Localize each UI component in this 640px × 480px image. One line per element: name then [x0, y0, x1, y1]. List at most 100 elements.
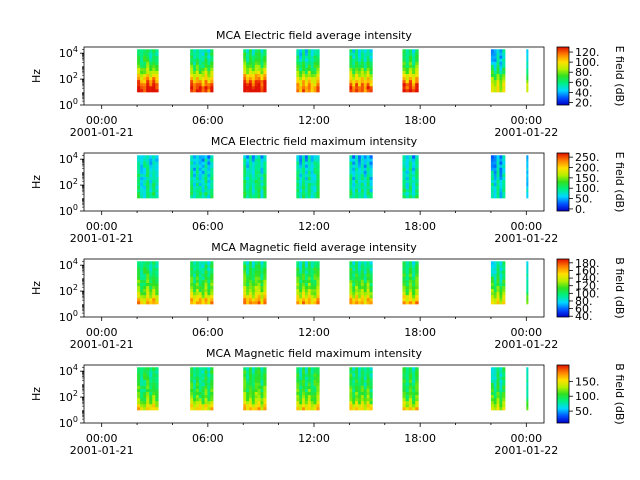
spectrogram-cell	[193, 182, 197, 187]
spectrogram-cell	[263, 270, 267, 274]
spectrogram-cell	[243, 300, 247, 305]
spectrogram-cell	[251, 264, 256, 268]
spectrogram-cell	[152, 82, 156, 87]
spectrogram-cell	[195, 382, 200, 386]
spectrogram-cell	[243, 270, 247, 274]
spectrogram-cell	[254, 88, 258, 93]
spectrogram-cell	[490, 297, 495, 302]
spectrogram-cell	[304, 194, 309, 199]
spectrogram-cell	[201, 52, 205, 56]
spectrogram-cell	[299, 297, 303, 302]
y-tick-exp: 0	[73, 97, 78, 106]
spectrogram-cell	[207, 167, 211, 171]
spectrogram-cell	[248, 300, 253, 305]
spectrogram-cell	[195, 55, 200, 59]
spectrogram-cell	[143, 182, 147, 187]
spectrogram-cell	[408, 194, 413, 199]
spectrogram-cell	[304, 267, 309, 271]
spectrogram-cell	[296, 397, 300, 402]
spectrogram-cell	[360, 173, 365, 177]
spectrogram-cell	[243, 403, 247, 408]
spectrogram-cell	[358, 158, 362, 162]
spectrogram-cell	[502, 261, 506, 265]
spectrogram-cell	[313, 155, 317, 159]
spectrogram-cell	[204, 176, 208, 181]
spectrogram-cell	[360, 73, 365, 78]
spectrogram-cell	[155, 373, 159, 377]
spectrogram-cell	[349, 367, 353, 371]
spectrogram-cell	[152, 276, 156, 280]
spectrogram-cell	[412, 300, 416, 305]
spectrogram-cell	[526, 300, 529, 305]
spectrogram-cell	[254, 279, 258, 283]
spectrogram-cell	[146, 282, 150, 287]
spectrogram-cell	[254, 191, 258, 196]
spectrogram-cell	[198, 273, 202, 277]
spectrogram-cell	[143, 273, 147, 277]
spectrogram-cell	[190, 406, 194, 411]
spectrogram-cell	[210, 282, 214, 287]
spectrogram-cell	[369, 49, 373, 53]
spectrogram-cell	[496, 55, 500, 59]
spectrogram-cell	[146, 391, 150, 396]
y-tick-label: 100	[59, 415, 78, 430]
spectrogram-cell	[363, 161, 367, 165]
spectrogram-cell	[310, 76, 314, 81]
colorbar: 40.60.80.100.120.140.160.180. B field (dB…	[556, 257, 626, 323]
spectrogram-cell	[402, 373, 406, 377]
spectrogram-cell	[146, 70, 150, 75]
spectrogram-cell	[415, 261, 419, 265]
spectrogram-cell	[254, 294, 258, 299]
spectrogram-cell	[502, 79, 506, 84]
spectrogram-cell	[412, 267, 416, 271]
spectrogram-cell	[363, 261, 367, 265]
spectrogram-cell	[313, 376, 317, 380]
spectrogram-cell	[243, 191, 247, 196]
spectrogram-cell	[254, 267, 258, 271]
spectrogram-cell	[198, 173, 202, 177]
spectrogram-cell	[526, 267, 529, 271]
spectrogram-cell	[502, 385, 506, 389]
spectrogram-cell	[302, 379, 306, 383]
spectrogram-cell	[149, 294, 153, 299]
spectrogram-cell	[366, 300, 370, 305]
spectrogram-cell	[412, 158, 416, 162]
spectrogram-cell	[408, 188, 413, 193]
spectrogram-cell	[369, 282, 373, 287]
spectrogram-cell	[493, 167, 497, 171]
spectrogram-cell	[201, 373, 205, 377]
spectrogram-cell	[369, 161, 373, 165]
spectrogram-cell	[408, 376, 413, 380]
spectrogram-cell	[310, 394, 314, 399]
spectrogram-cell	[499, 267, 503, 271]
spectrogram-cell	[204, 179, 208, 184]
spectrogram-cell	[198, 282, 202, 287]
spectrogram-cell	[366, 76, 370, 81]
spectrogram-cell	[299, 388, 303, 393]
spectrogram-cell	[143, 267, 147, 271]
spectrogram-cell	[363, 379, 367, 383]
spectrogram-cell	[198, 82, 202, 87]
spectrogram-cell	[248, 61, 253, 65]
spectrogram-cell	[307, 67, 311, 71]
spectrogram-cell	[360, 370, 365, 374]
spectrogram-cell	[195, 70, 200, 75]
spectrogram-cell	[402, 297, 406, 302]
spectrogram-cell	[190, 176, 194, 181]
spectrogram-cell	[502, 373, 506, 377]
spectrogram-cell	[155, 400, 159, 405]
spectrogram-cell	[405, 61, 410, 65]
spectrogram-cell	[369, 397, 373, 402]
spectrogram-cell	[248, 188, 253, 193]
spectrogram-cell	[254, 170, 258, 174]
spectrogram-cell	[502, 391, 506, 396]
spectrogram-cell	[313, 391, 317, 396]
spectrogram-cell	[490, 67, 495, 71]
spectrogram-cell	[355, 397, 359, 402]
spectrogram-cell	[499, 73, 503, 78]
spectrogram-cell	[263, 294, 267, 299]
spectrogram-cell	[526, 79, 529, 84]
spectrogram-cell	[349, 52, 353, 56]
spectrogram-cell	[204, 49, 208, 53]
